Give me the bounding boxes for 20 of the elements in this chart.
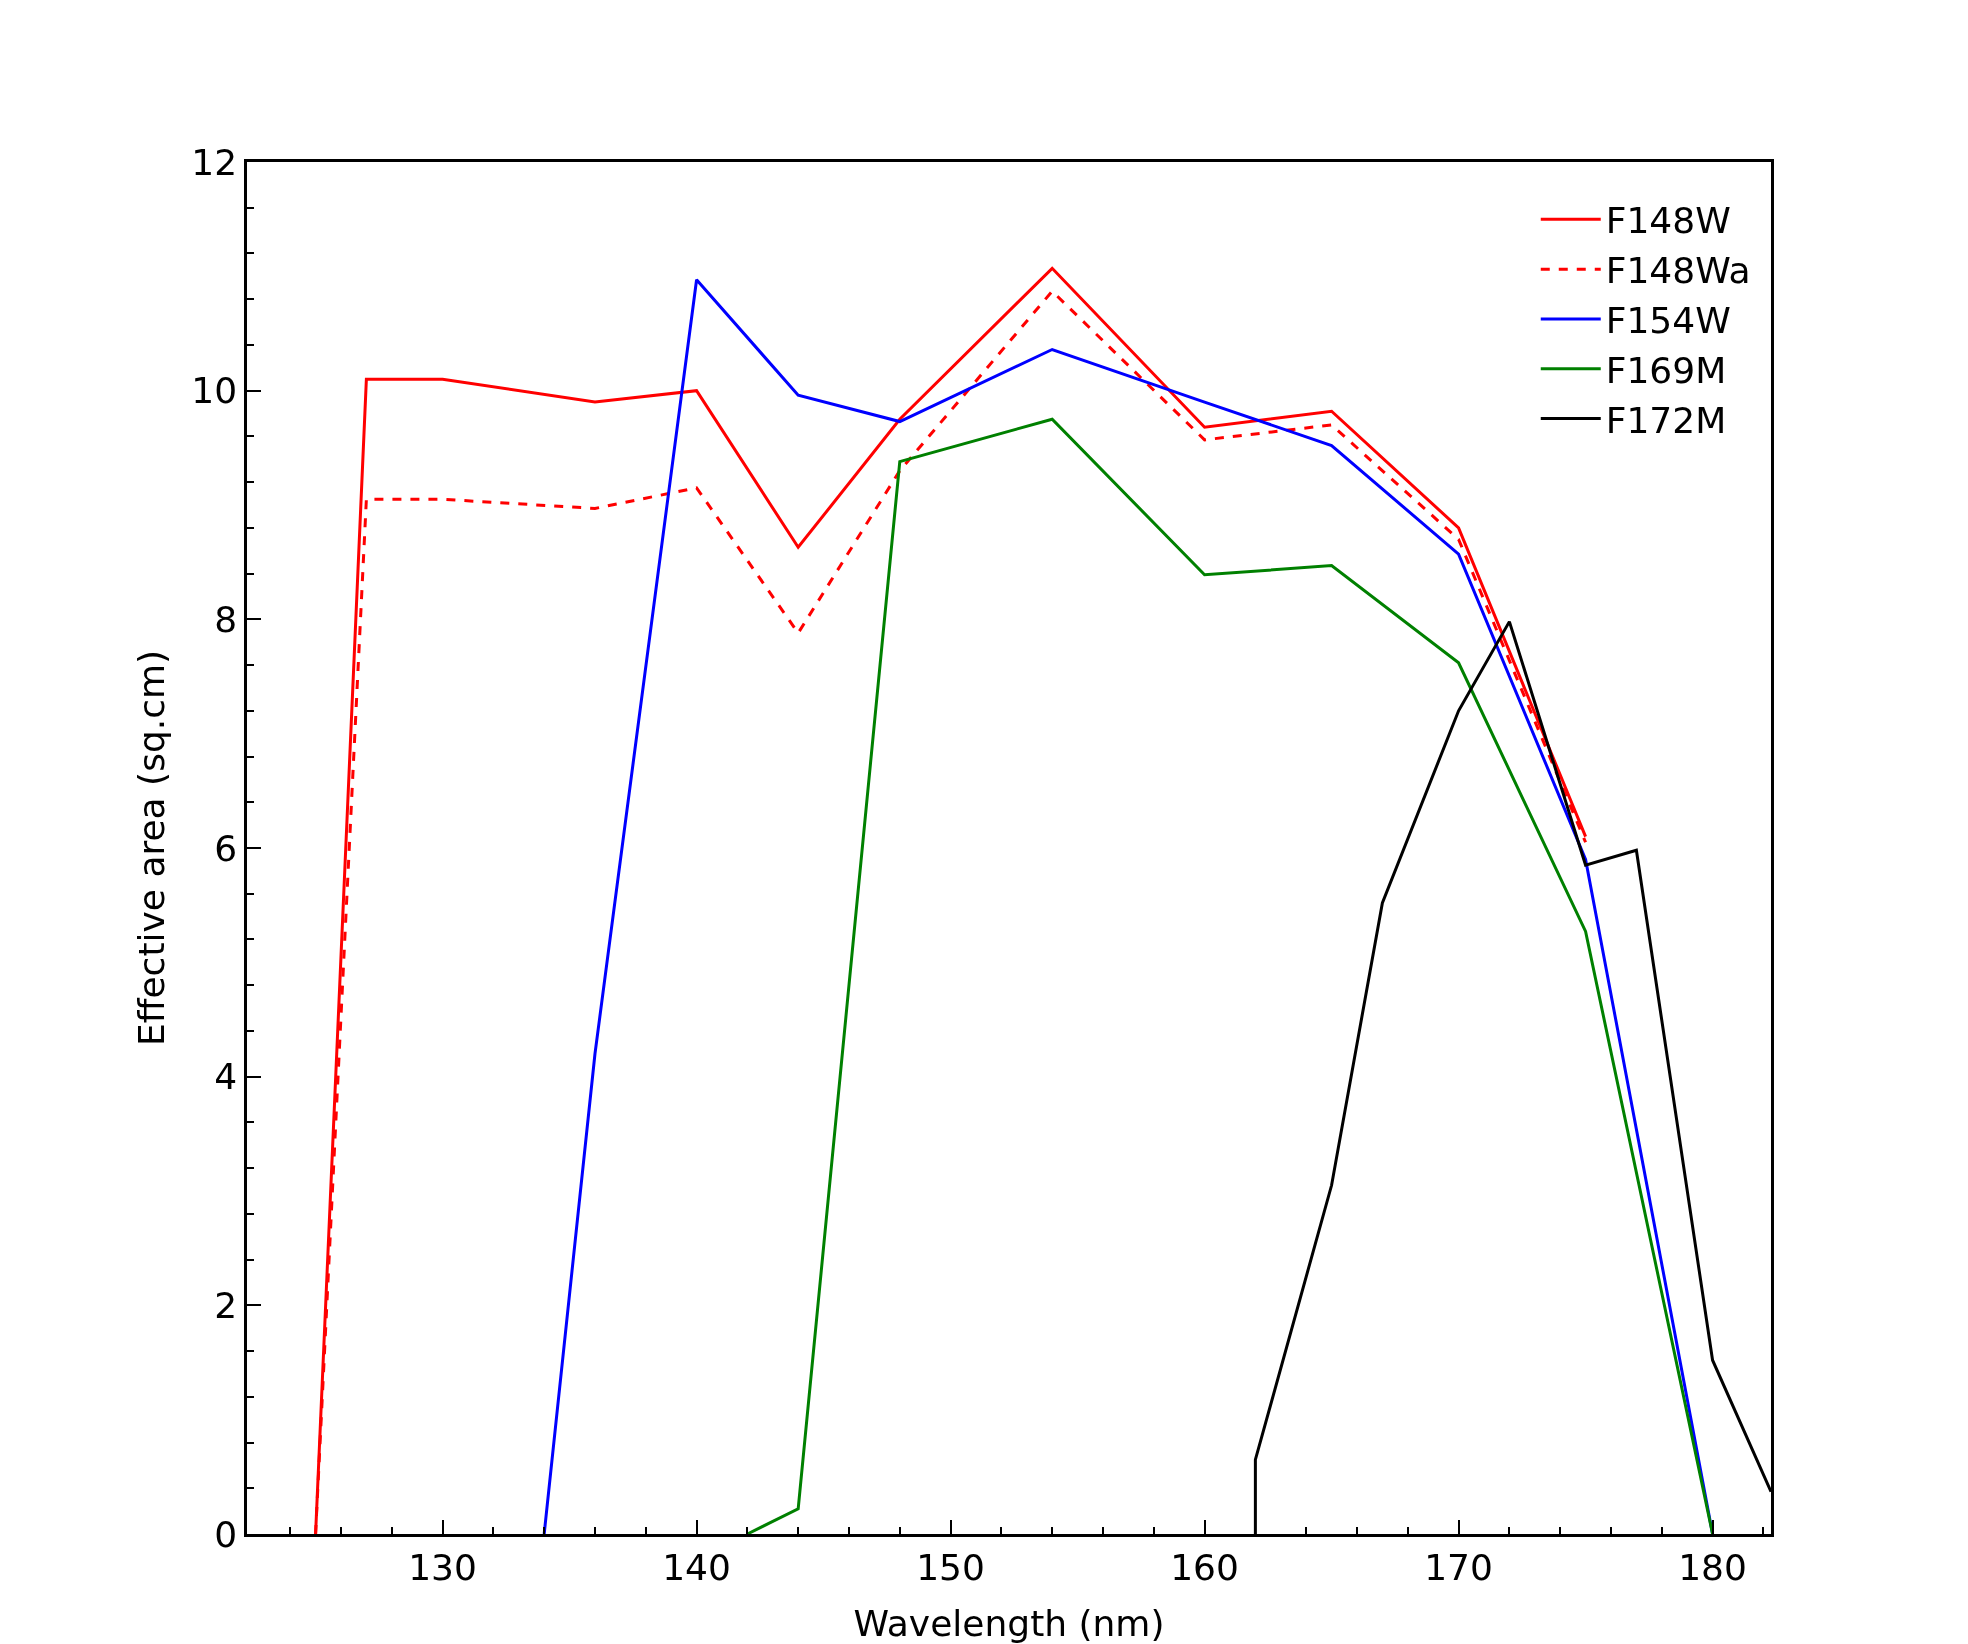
x-tick-label: 130: [408, 1546, 477, 1588]
y-tick-label: 2: [214, 1284, 238, 1326]
y-tick-label: 4: [214, 1056, 238, 1098]
y-tick-label: 6: [214, 827, 238, 869]
x-tick-label: 170: [1424, 1546, 1493, 1588]
x-tick-label: 180: [1678, 1546, 1747, 1588]
legend-label: F148W: [1605, 200, 1731, 242]
y-tick-label: 8: [214, 598, 238, 640]
y-axis-title: Effective area (sq.cm): [130, 649, 172, 1047]
x-tick-label: 160: [1170, 1546, 1239, 1588]
legend-label: F172M: [1605, 399, 1727, 441]
y-tick-label: 10: [191, 370, 238, 412]
y-tick-label: 0: [214, 1513, 238, 1555]
x-axis-title: Wavelength (nm): [853, 1603, 1165, 1644]
legend-label: F148Wa: [1605, 250, 1751, 292]
legend-label: F154W: [1605, 299, 1731, 341]
y-tick-label: 12: [191, 141, 238, 183]
x-tick-label: 150: [916, 1546, 985, 1588]
x-tick-label: 140: [662, 1546, 731, 1588]
legend-label: F169M: [1605, 349, 1727, 391]
